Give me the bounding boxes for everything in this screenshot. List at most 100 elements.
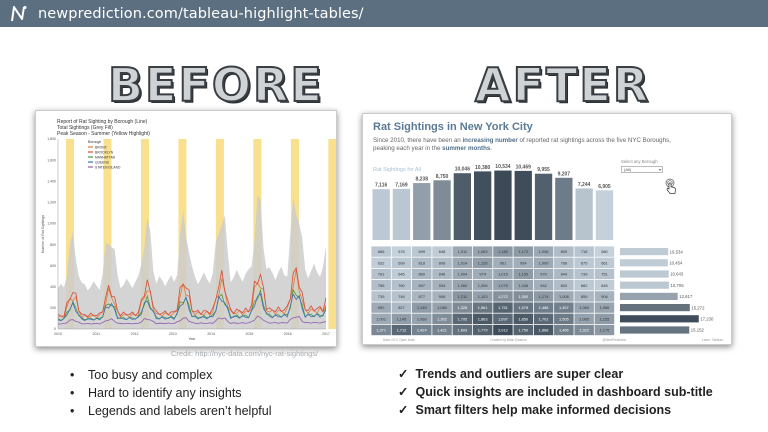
- heat-cell-value: 1,172: [518, 249, 528, 254]
- heat-cell-value: 1,103: [478, 294, 488, 299]
- heat-cell-value: 1,302: [437, 316, 447, 321]
- heat-cell: [533, 291, 554, 302]
- heat-cell: [493, 268, 513, 280]
- heat-cell-value: 1,322: [579, 328, 589, 333]
- heat-cell: [452, 257, 473, 268]
- borough-filter-value: (All): [624, 167, 632, 172]
- y-tick-label: 0: [54, 327, 56, 331]
- heat-cell-value: 768: [561, 260, 568, 265]
- y-axis-label: Number of Rat Sightings: [41, 215, 45, 253]
- heat-cell: [432, 324, 452, 336]
- heat-cell: [391, 246, 412, 257]
- heat-cell-value: 1,126: [478, 260, 488, 265]
- year-total-bar: [620, 304, 690, 312]
- bar-value-label: 9,955: [537, 167, 550, 173]
- heat-cell-value: 648: [439, 249, 446, 254]
- year-total-label: 12,617: [679, 294, 693, 299]
- heat-cell: [371, 280, 391, 291]
- bar-value-label: 8,238: [415, 177, 428, 183]
- heat-cell: [554, 313, 574, 324]
- bar-value-label: 8,750: [436, 174, 449, 180]
- heat-cell: [554, 302, 574, 313]
- heat-cell-value: 1,603: [457, 328, 467, 333]
- top-bar: newprediction.com/tableau-highlight-tabl…: [0, 0, 768, 27]
- heat-cell: [594, 324, 615, 336]
- heat-cell-value: 1,008: [559, 294, 569, 299]
- heat-cell: [574, 257, 594, 268]
- after-bullet: ✓ Trends and outliers are super clear: [398, 367, 624, 381]
- heat-cell-value: 1,006: [539, 249, 549, 254]
- heat-cell-value: 1,060: [579, 305, 590, 310]
- heat-cell-value: 942: [540, 283, 547, 288]
- bar-value-label: 10,046: [455, 167, 471, 173]
- page-url[interactable]: newprediction.com/tableau-highlight-tabl…: [38, 5, 364, 22]
- heat-cell-value: 1,371: [376, 328, 386, 333]
- heat-cell: [391, 313, 412, 324]
- heat-cell-value: 1,060: [457, 283, 468, 288]
- heat-cell-value: 803: [561, 283, 568, 288]
- heat-cell: [391, 302, 412, 313]
- checkmark-icon: ✓: [398, 367, 409, 381]
- y-tick-label: 800: [50, 243, 56, 247]
- chevron-down-icon: ▾: [658, 167, 661, 172]
- heat-cell-value: 1,457: [559, 305, 569, 310]
- dashboard-title: Rat Sightings in New York City: [373, 121, 533, 133]
- heat-cell: [533, 313, 554, 324]
- year-total-bar: [620, 315, 699, 323]
- heat-cell: [513, 257, 533, 268]
- before-line-chart: 1,8001,6001,4001,2001,000800600400200020…: [41, 137, 336, 341]
- heat-cell: [574, 246, 594, 257]
- heat-cell: [452, 246, 473, 257]
- legend-label: STATEN ISLAND: [95, 165, 121, 169]
- heat-cell-value: 580: [601, 249, 608, 254]
- borough-line: [57, 288, 327, 321]
- heat-cell-value: 906: [439, 294, 446, 299]
- heat-cell-value: 739: [378, 294, 385, 299]
- before-bullet-list: Too busy and complex Hard to identify an…: [70, 366, 271, 420]
- heat-cell: [554, 291, 574, 302]
- peak-season-band: [66, 139, 74, 329]
- heat-cell-value: 1,075: [498, 283, 508, 288]
- heat-cell-value: 1,578: [518, 305, 528, 310]
- legend-label: BROOKLYN: [95, 150, 114, 154]
- heat-cell-value: 1,466: [559, 328, 569, 333]
- heat-cell-value: 1,085: [579, 316, 589, 321]
- heat-cell: [574, 291, 594, 302]
- heat-cell: [452, 280, 473, 291]
- heat-cell-value: 990: [378, 305, 385, 310]
- after-bullet-list: ✓ Trends and outliers are super clear ✓ …: [398, 365, 713, 419]
- heat-cell: [472, 302, 493, 313]
- monthly-bar: [392, 188, 411, 240]
- checkmark-icon: ✓: [398, 385, 409, 399]
- newprediction-logo-icon: [9, 4, 29, 24]
- heat-cell-value: 1,751: [498, 305, 508, 310]
- borough-line: [57, 315, 327, 325]
- heat-cell: [554, 268, 574, 280]
- before-bullet: Legends and labels aren’t helpful: [70, 402, 271, 420]
- heat-cell: [554, 246, 574, 257]
- borough-line: [57, 266, 327, 318]
- x-tick-label: 2012: [131, 332, 139, 336]
- after-bullet: ✓ Smart filters help make informed decis…: [398, 403, 672, 417]
- heat-cell-value: 970: [540, 272, 547, 277]
- heat-cell: [513, 280, 533, 291]
- monthly-bar: [494, 170, 512, 240]
- footer-item: Created by Brian Ewanus: [490, 338, 527, 342]
- bar-value-label: 7,244: [578, 182, 591, 188]
- heat-cell: [513, 268, 533, 280]
- after-bullet: ✓ Quick insights are included in dashboa…: [398, 385, 713, 399]
- heat-cell: [432, 313, 452, 324]
- heat-cell-value: 699: [419, 249, 426, 254]
- heat-cell-value: 1,175: [600, 328, 610, 333]
- y-tick-label: 1,400: [47, 179, 56, 183]
- heat-cell: [371, 257, 391, 268]
- year-total-bar: [620, 292, 678, 300]
- heat-cell: [432, 291, 452, 302]
- heat-cell-value: 934: [439, 283, 446, 288]
- x-tick-label: 2011: [93, 332, 101, 336]
- heat-cell-value: 1,185: [498, 249, 508, 254]
- borough-filter-select[interactable]: (All) ▾: [621, 166, 663, 173]
- heat-cell: [472, 324, 493, 336]
- heat-cell: [493, 257, 513, 268]
- heat-cell-value: 1,424: [417, 328, 428, 333]
